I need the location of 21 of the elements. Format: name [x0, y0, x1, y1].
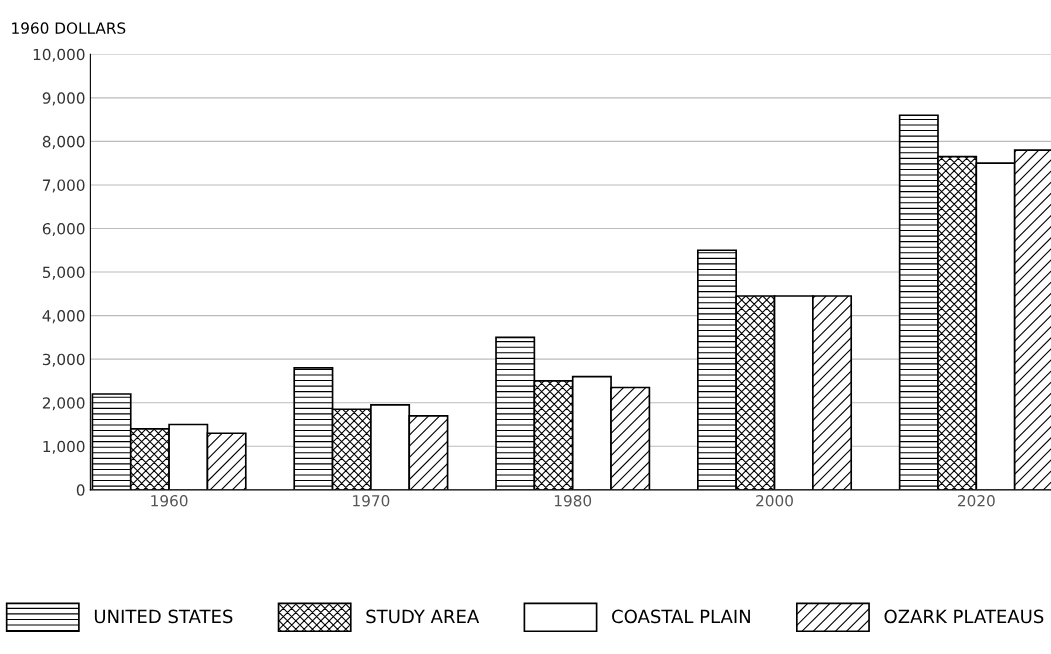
- y-tick-label: 3,000: [42, 353, 85, 367]
- x-tick-label: 1970: [353, 494, 390, 507]
- y-tick-label: 2,000: [42, 397, 85, 411]
- legend-label: STUDY AREA: [366, 609, 480, 624]
- y-tick-label: 4,000: [42, 310, 85, 324]
- x-tick-label: 2000: [756, 494, 793, 507]
- y-axis-title: 1960 DOLLARS: [12, 22, 126, 34]
- y-tick-label: 7,000: [43, 179, 85, 193]
- y-tick-label: 0: [76, 484, 85, 496]
- legend-label: COASTAL PLAIN: [612, 609, 750, 624]
- y-tick-label: 9,000: [42, 92, 85, 106]
- x-tick-label: 2020: [958, 494, 995, 507]
- legend-label: UNITED STATES: [94, 609, 233, 624]
- y-tick-label: 8,000: [42, 135, 85, 149]
- legend-label: OZARK PLATEAUS: [884, 609, 1044, 624]
- y-tick-label: 5,000: [42, 266, 85, 280]
- x-tick-label: 1960: [151, 494, 188, 507]
- y-tick-label: 1,000: [43, 440, 85, 454]
- y-tick-label: 6,000: [42, 222, 85, 237]
- y-tick-label: 10,000: [33, 48, 85, 62]
- x-tick-label: 1980: [554, 494, 592, 507]
